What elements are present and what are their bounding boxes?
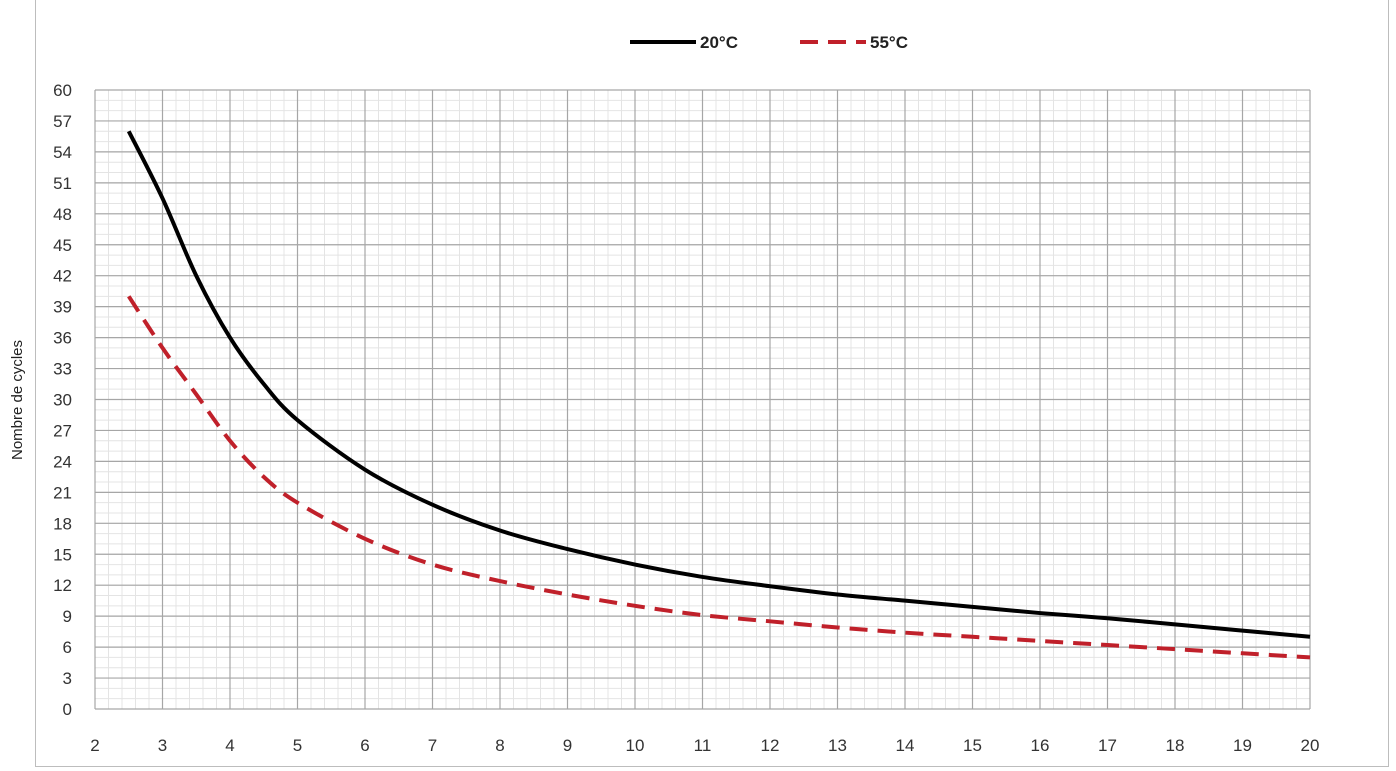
x-tick-label: 19 — [1233, 736, 1252, 755]
y-tick-label: 0 — [63, 700, 72, 719]
x-tick-label: 12 — [761, 736, 780, 755]
x-tick-label: 20 — [1301, 736, 1320, 755]
y-axis-label: Nombre de cycles — [9, 340, 26, 460]
y-tick-label: 33 — [53, 360, 72, 379]
x-tick-label: 2 — [90, 736, 99, 755]
y-tick-label: 18 — [53, 514, 72, 533]
x-tick-label: 4 — [225, 736, 234, 755]
legend-label-0: 20°C — [700, 33, 738, 52]
y-tick-label: 6 — [63, 638, 72, 657]
x-tick-label: 10 — [626, 736, 645, 755]
y-tick-label: 39 — [53, 298, 72, 317]
y-tick-label: 27 — [53, 421, 72, 440]
x-tick-label: 18 — [1166, 736, 1185, 755]
y-tick-label: 54 — [53, 143, 72, 162]
y-tick-label: 15 — [53, 545, 72, 564]
chart-frame — [35, 0, 1389, 767]
x-tick-label: 5 — [293, 736, 302, 755]
x-tick-label: 17 — [1098, 736, 1117, 755]
series-line-0 — [126, 130, 1311, 639]
y-tick-label: 57 — [53, 112, 72, 131]
y-tick-label: 12 — [53, 576, 72, 595]
major-grid — [94, 89, 1311, 710]
x-tick-label: 9 — [563, 736, 572, 755]
y-tick-label: 42 — [53, 267, 72, 286]
y-tick-label: 30 — [53, 391, 72, 410]
y-tick-label: 36 — [53, 329, 72, 348]
y-tick-label: 24 — [53, 452, 72, 471]
x-tick-label: 3 — [158, 736, 167, 755]
x-tick-label: 7 — [428, 736, 437, 755]
y-tick-label: 3 — [63, 669, 72, 688]
y-tick-label: 21 — [53, 483, 72, 502]
y-tick-label: 9 — [63, 607, 72, 626]
legend: 20°C 55°C — [630, 33, 908, 52]
y-tick-label: 60 — [53, 81, 72, 100]
x-tick-label: 14 — [896, 736, 915, 755]
x-axis-ticks: 2 3 4 5 6 7 8 9 10 11 12 13 14 15 16 17 18 19 20 — [90, 736, 1319, 755]
x-tick-label: 15 — [963, 736, 982, 755]
series-line-1 — [127, 295, 1311, 660]
y-tick-label: 48 — [53, 205, 72, 224]
x-tick-label: 16 — [1031, 736, 1050, 755]
x-tick-label: 8 — [495, 736, 504, 755]
y-tick-label: 51 — [53, 174, 72, 193]
x-tick-label: 6 — [360, 736, 369, 755]
x-tick-label: 11 — [694, 736, 712, 755]
x-tick-label: 13 — [828, 736, 847, 755]
y-tick-label: 45 — [53, 236, 72, 255]
legend-label-1: 55°C — [870, 33, 908, 52]
series-layer — [126, 130, 1311, 660]
